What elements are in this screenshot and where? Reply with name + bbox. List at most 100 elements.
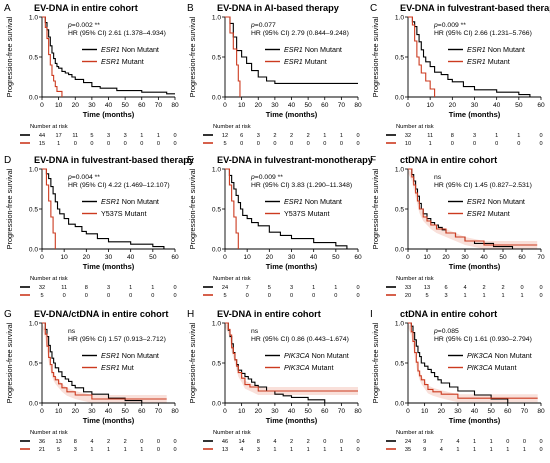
risk-value: 6 — [444, 285, 447, 291]
risk-value: 36 — [39, 439, 45, 445]
km-curve-red — [42, 322, 167, 400]
risk-value: 1 — [124, 447, 127, 453]
risk-table-title: Number at risk — [396, 276, 434, 282]
risk-value: 3 — [290, 285, 293, 291]
risk-value: 11 — [61, 285, 67, 291]
risk-value: 3 — [257, 133, 260, 139]
risk-value: 0 — [539, 141, 542, 147]
p-symbol: p — [250, 174, 255, 181]
x-tick-label: 30 — [471, 102, 479, 109]
y-tick-label: 0.0 — [212, 247, 221, 254]
risk-value: 3 — [473, 133, 476, 139]
risk-value: 0 — [173, 141, 176, 147]
x-axis-label: Time (months) — [266, 110, 318, 119]
panel-letter: C — [370, 3, 377, 14]
km-curve-red — [408, 322, 538, 399]
risk-value: 13 — [424, 285, 430, 291]
panel-h: H EV-DNA in entire cohort Progression-free… — [187, 309, 362, 453]
risk-value: 1 — [520, 293, 523, 299]
y-tick-label: 1.0 — [395, 321, 404, 328]
legend-gene: ESR1 — [284, 45, 303, 54]
legend-label: ESR1 Mutant — [101, 57, 144, 66]
x-tick-label: 20 — [438, 408, 446, 415]
p-value: p=0.009 ** — [250, 174, 283, 181]
risk-value: 17 — [56, 133, 62, 139]
p-text: =0.009 ** — [255, 174, 284, 181]
risk-value: 0 — [173, 439, 176, 445]
x-tick-label: 50 — [121, 408, 129, 415]
x-tick-label: 50 — [121, 102, 129, 109]
risk-value: 0 — [356, 285, 359, 291]
risk-value: 1 — [90, 447, 93, 453]
y-tick-label: 0.5 — [29, 55, 38, 62]
risk-value: 0 — [340, 439, 343, 445]
x-tick-label: 80 — [354, 102, 362, 109]
panel-title: EV-DNA in fulvestrant-monotherapy — [217, 155, 374, 165]
risk-value: 13 — [222, 447, 228, 453]
legend-rest: Non Mutant — [303, 45, 342, 54]
x-tick-label: 10 — [238, 102, 246, 109]
risk-value: 0 — [356, 439, 359, 445]
x-tick-label: 50 — [515, 102, 523, 109]
hazard-ratio: HR (95% CI) 0.86 (0.443–1.674) — [251, 336, 349, 343]
hazard-ratio: HR (95% CI) 2.61 (1.378–4.934) — [68, 30, 166, 37]
risk-value: 9 — [423, 439, 426, 445]
legend-gene: PIK3CA — [284, 351, 310, 360]
risk-value: 1 — [523, 447, 526, 453]
legend-label: ESR1 Mutant — [467, 57, 510, 66]
risk-table-title: Number at risk — [396, 124, 434, 130]
panel-letter: F — [370, 155, 376, 166]
risk-value: 4 — [90, 439, 93, 445]
risk-value: 1 — [107, 447, 110, 453]
legend-rest: Mutant — [486, 57, 510, 66]
risk-value: 0 — [356, 133, 359, 139]
panel-e: E EV-DNA in fulvestrant-monotherapy Progre… — [187, 155, 374, 299]
legend-label: ESR1 Non Mutant — [284, 45, 342, 54]
risk-value: 0 — [323, 439, 326, 445]
panel-title: EV-DNA/ctDNA in entire cohort — [34, 309, 168, 319]
p-value: p=0.004 ** — [67, 174, 100, 181]
x-tick-label: 60 — [321, 102, 329, 109]
legend-gene: ESR1 — [101, 197, 120, 206]
legend-label: PIK3CA Non Mutant — [467, 351, 532, 360]
legend-gene: ESR1 — [101, 363, 120, 372]
y-tick-label: 0.0 — [212, 401, 221, 408]
panel-letter: I — [370, 309, 373, 320]
risk-table-title: Number at risk — [30, 276, 68, 282]
x-tick-label: 70 — [155, 102, 163, 109]
risk-value: 44 — [39, 133, 45, 139]
risk-value: 33 — [405, 285, 411, 291]
x-axis-label: Time (months) — [266, 262, 318, 271]
risk-value: 1 — [473, 447, 476, 453]
p-symbol: p — [433, 22, 438, 29]
legend-label: ESR1 Non Mutant — [467, 45, 525, 54]
legend-gene: ESR1 — [101, 351, 120, 360]
x-tick-label: 0 — [223, 408, 227, 415]
x-tick-label: 40 — [105, 408, 113, 415]
x-axis-label: Time (months) — [449, 110, 501, 119]
x-tick-label: 50 — [487, 408, 495, 415]
risk-value: 8 — [85, 285, 88, 291]
x-tick-label: 60 — [171, 254, 179, 261]
x-tick-label: 20 — [255, 408, 263, 415]
risk-value: 0 — [157, 141, 160, 147]
risk-value: 5 — [57, 447, 60, 453]
legend-rest: Mutant — [120, 57, 144, 66]
p-text: =0.009 ** — [438, 22, 467, 29]
p-text: =0.002 ** — [72, 22, 101, 29]
panel-c: C EV-DNA in fulvestrant-based therapy Prog… — [370, 3, 550, 147]
km-curve-red — [42, 16, 63, 97]
x-tick-label: 70 — [521, 408, 529, 415]
y-tick-label: 0.0 — [395, 247, 404, 254]
panel-title: ctDNA in entire cohort — [400, 309, 497, 319]
legend-label: ESR1 Mut — [101, 363, 134, 372]
x-tick-label: 0 — [406, 102, 410, 109]
y-tick-label: 0.5 — [29, 207, 38, 214]
risk-value: 0 — [173, 293, 176, 299]
risk-value: 4 — [440, 447, 443, 453]
p-value: p=0.085 — [433, 328, 459, 335]
risk-value: 0 — [356, 141, 359, 147]
risk-value: 35 — [405, 447, 411, 453]
risk-value: 0 — [246, 293, 249, 299]
